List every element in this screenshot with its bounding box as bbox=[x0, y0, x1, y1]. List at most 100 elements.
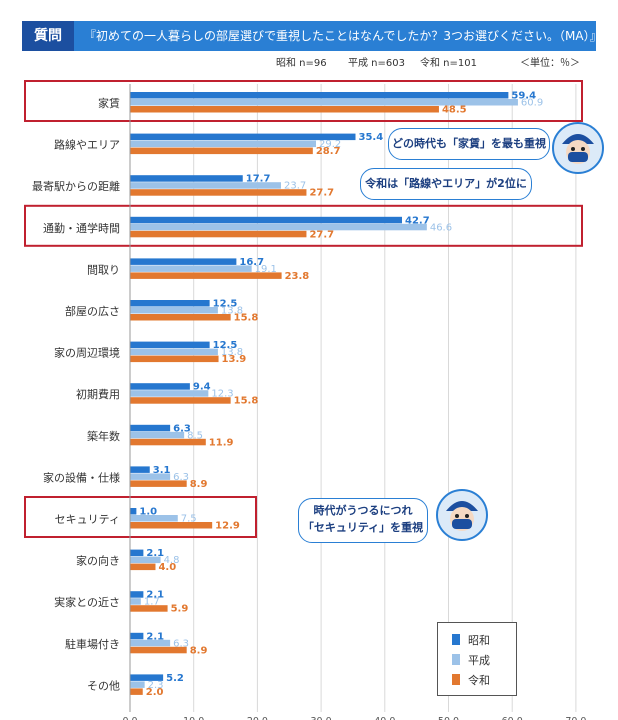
data-label: 6.3 bbox=[173, 423, 191, 434]
sample-size-note: 令和 n=101 bbox=[420, 56, 477, 69]
data-label: 13.8 bbox=[221, 347, 243, 358]
bar-reiwa bbox=[130, 605, 168, 612]
x-tick-label: 0.0 bbox=[122, 716, 137, 720]
data-label: 6.3 bbox=[173, 638, 189, 649]
bar-reiwa bbox=[130, 314, 231, 321]
sample-size-note: 昭和 n=96 bbox=[276, 57, 327, 69]
callout-area: 令和は「路線やエリア」が2位に bbox=[360, 168, 532, 200]
data-label: 11.9 bbox=[209, 437, 234, 448]
bar-heisei bbox=[130, 140, 317, 148]
bar-showa bbox=[130, 92, 509, 99]
bar-reiwa bbox=[130, 272, 282, 279]
bar-reiwa bbox=[130, 522, 213, 529]
data-label: 12.3 bbox=[211, 389, 233, 400]
callout-security: 時代がうつるにつれ 「セキュリティ」を重視 bbox=[298, 498, 428, 543]
data-label: 3.1 bbox=[153, 465, 171, 476]
bar-heisei bbox=[130, 265, 252, 272]
category-label: 家賃 bbox=[98, 96, 120, 110]
data-label: 12.5 bbox=[213, 299, 238, 310]
bar-showa bbox=[130, 133, 356, 141]
bar-heisei bbox=[130, 639, 171, 647]
data-label: 2.3 bbox=[148, 680, 164, 691]
bar-reiwa bbox=[130, 230, 307, 238]
category-label: 初期費用 bbox=[76, 387, 120, 401]
data-label: 1.7 bbox=[144, 597, 160, 608]
data-label: 27.7 bbox=[309, 188, 334, 199]
data-label: 19.1 bbox=[255, 264, 277, 275]
category-label: 駐車場付き bbox=[65, 637, 120, 651]
question-text: 『初めての一人暮らしの部屋選びで重視したことはなんでしたか？3つお選びください。… bbox=[84, 29, 602, 43]
bar-showa bbox=[130, 216, 402, 224]
bar-reiwa bbox=[130, 355, 219, 363]
data-label: 35.4 bbox=[358, 132, 383, 143]
category-label: 家の設備・仕様 bbox=[43, 470, 120, 484]
callout-security-line1: 時代がうつるにつれ bbox=[313, 504, 413, 517]
bar-heisei bbox=[130, 473, 171, 480]
data-label: 46.6 bbox=[430, 222, 452, 233]
question-header: 質問 『初めての一人暮らしの部屋選びで重視したことはなんでしたか？3つお選びくだ… bbox=[22, 21, 602, 51]
legend-swatch bbox=[452, 634, 460, 645]
bar-showa bbox=[130, 508, 137, 515]
data-label: 23.8 bbox=[285, 271, 310, 282]
data-label: 9.4 bbox=[193, 382, 211, 393]
bar-heisei bbox=[130, 598, 141, 605]
bar-heisei bbox=[130, 182, 281, 189]
x-tick-label: 40.0 bbox=[374, 716, 395, 720]
bar-showa bbox=[130, 466, 150, 473]
data-label: 5.9 bbox=[171, 604, 189, 615]
category-label: 築年数 bbox=[87, 429, 120, 443]
category-label: 通勤・通学時間 bbox=[43, 221, 120, 235]
x-tick-label: 50.0 bbox=[438, 716, 459, 720]
bar-reiwa bbox=[130, 147, 313, 155]
data-label: 13.9 bbox=[222, 354, 247, 365]
bar-heisei bbox=[130, 515, 178, 522]
data-label: 28.7 bbox=[316, 146, 341, 157]
bar-heisei bbox=[130, 390, 209, 397]
question-tag: 質問 bbox=[22, 21, 74, 51]
bar-heisei bbox=[130, 99, 518, 106]
bar-showa bbox=[130, 300, 210, 307]
data-label: 23.7 bbox=[284, 181, 306, 192]
data-label: 42.7 bbox=[405, 215, 430, 226]
category-label: 家の向き bbox=[76, 554, 120, 568]
category-label: 家の周辺環境 bbox=[54, 346, 120, 360]
bar-reiwa bbox=[130, 563, 156, 571]
legend-item-showa: 昭和 bbox=[452, 632, 490, 648]
data-label: 15.8 bbox=[234, 313, 259, 324]
data-label: 12.9 bbox=[215, 521, 240, 532]
bar-showa bbox=[130, 674, 164, 681]
bar-showa bbox=[130, 591, 144, 598]
bar-showa bbox=[130, 175, 243, 182]
data-label: 5.2 bbox=[166, 673, 184, 684]
bar-showa bbox=[130, 341, 210, 349]
data-label: 29.2 bbox=[319, 139, 341, 150]
legend-label: 昭和 bbox=[468, 634, 490, 647]
category-label: 実家との近さ bbox=[54, 595, 120, 609]
bar-reiwa bbox=[130, 646, 187, 654]
bar-reiwa bbox=[130, 106, 439, 113]
data-label: 2.1 bbox=[146, 590, 164, 601]
data-label: 4.0 bbox=[158, 562, 176, 573]
data-label: 60.9 bbox=[521, 98, 543, 109]
highlight-box bbox=[24, 80, 583, 122]
bar-showa bbox=[130, 632, 144, 640]
category-label: 部屋の広さ bbox=[65, 304, 120, 318]
bar-heisei bbox=[130, 307, 218, 314]
mascot-icon bbox=[552, 122, 604, 174]
data-label: 8.9 bbox=[190, 479, 208, 490]
bar-heisei bbox=[130, 556, 161, 564]
data-label: 2.1 bbox=[146, 548, 164, 559]
data-label: 15.8 bbox=[234, 396, 259, 407]
x-tick-label: 30.0 bbox=[311, 716, 332, 720]
category-label: その他 bbox=[87, 679, 120, 692]
data-label: 16.7 bbox=[239, 257, 264, 268]
bar-showa bbox=[130, 258, 237, 265]
category-label: 最寄駅からの距離 bbox=[32, 179, 120, 193]
bar-reiwa bbox=[130, 688, 143, 695]
data-label: 2.1 bbox=[146, 631, 164, 642]
legend-item-reiwa: 令和 bbox=[452, 672, 490, 688]
data-label: 48.5 bbox=[442, 105, 467, 116]
data-label: 12.5 bbox=[213, 340, 238, 351]
category-label: 間取り bbox=[87, 263, 120, 276]
